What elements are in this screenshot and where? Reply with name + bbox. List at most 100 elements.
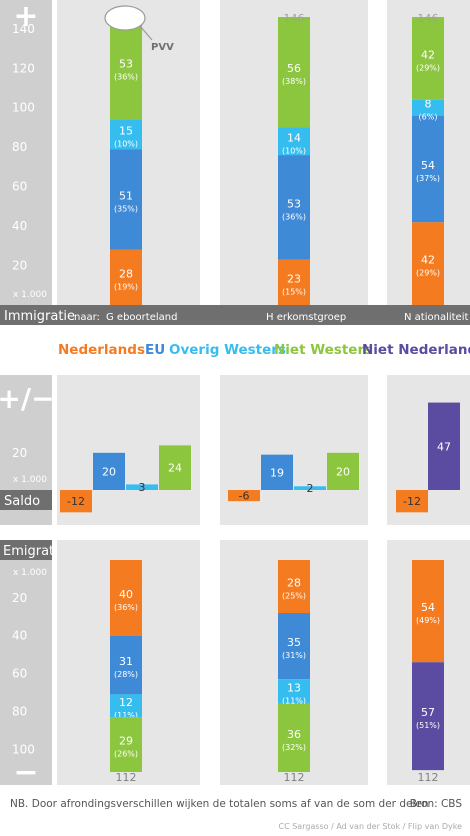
total-label: 146 [284,12,305,25]
y-tick-label: 100 [12,742,35,756]
pct-label: (36%) [114,603,138,612]
emigratie-label: Emigratie [3,544,66,559]
pvv-bubble [104,5,146,31]
pct-label: (19%) [114,282,138,291]
data-label: 29 [119,735,133,748]
data-label: 14 [287,131,301,144]
immigratie-axis-bg [0,0,52,305]
data-label: 36 [287,728,301,741]
saldo-value: 24 [168,462,182,475]
pct-label: (11%) [282,697,306,706]
emigratie-axis-bg [0,560,52,785]
immigratie-label: Immigratie [4,309,75,324]
data-label: 53 [287,197,301,210]
saldo-bar-niet-westers [327,452,359,490]
y-tick-label: 140 [12,22,35,36]
legend-niet-westers: Niet Westers [274,342,372,358]
credit: CC Sargasso / Ad van der Stok / Flip van… [279,822,463,831]
bar-segment-nederlands [412,222,444,305]
pct-label: (11%) [114,711,138,720]
saldo-bar-overig-westers [294,486,326,490]
data-label: 53 [119,57,133,70]
data-label: 56 [287,62,301,75]
bar-segment-overig-westers [278,679,310,704]
pct-label: (29%) [416,269,440,278]
saldo-value: 19 [270,466,284,479]
y-tick-label: 40 [12,219,27,233]
pct-label: (31%) [282,651,306,660]
immigratie-label-bar [0,305,470,325]
pct-label: (36%) [282,212,306,221]
saldo-bar-eu [261,454,293,490]
saldo-value: 20 [102,465,116,478]
footnote: NB. Door afrondingsverschillen wijken de… [10,798,429,810]
data-label: 15 [119,124,133,137]
minus-sign: − [13,755,38,790]
data-label: 8 [425,98,432,111]
data-label: 54 [421,159,435,172]
bar-segment-nederlands [412,560,444,663]
bar-segment-niet-westers [278,703,310,772]
emigratie-label-bar [0,540,52,560]
saldo-bar-eu [93,452,125,490]
saldo-value: -12 [403,495,421,508]
y-tick-label: 20 [12,446,27,460]
saldo-bar-nederlands [228,490,260,502]
emigratie-bars: 40 (36%) 31 (28%) 12 (11%) 29 (26%) 112 28 (25%) 35… [110,560,444,784]
data-label: 40 [119,588,133,601]
saldo-value: 2 [307,482,314,495]
data-label: 12 [119,696,133,709]
category-geboorteland: G eboorteland [106,312,177,323]
bar-segment-overig-westers [278,127,310,156]
pct-label: (38%) [282,77,306,86]
legend-eu: EU [145,342,165,358]
y-tick-label: 40 [12,629,27,643]
unit-label: x 1.000 [13,290,47,300]
bar-segment-niet-westers [412,17,444,100]
immigratie-bars: 28 (19%) 51 (35%) 15 (10%) 53 (36%) 146 23 (15%) 53… [110,12,444,305]
data-label: 23 [287,272,301,285]
saldo-bar-niet-westers [159,445,191,490]
y-tick-label: 20 [12,591,27,605]
saldo-unit-label: x 1.000 [13,475,47,485]
y-tick-label: 80 [12,704,27,718]
bar-segment-eu [110,149,142,250]
pct-label: (10%) [282,146,306,155]
pct-label: (10%) [114,139,138,148]
bar-segment-niet-westers [110,15,142,120]
y-tick-label: 100 [12,101,35,115]
y-tick-label: 120 [12,61,35,75]
total-label: 146 [418,12,439,25]
pct-label: (32%) [282,743,306,752]
bar-segment-niet-nederlands [412,662,444,771]
saldo-bar-nederlands [60,490,92,513]
naar-label: naar: [74,312,100,323]
bar-segment-nederlands [278,560,310,613]
pct-label: (25%) [282,592,306,601]
pct-label: (37%) [416,174,440,183]
data-label: 28 [287,577,301,590]
bar-segment-overig-westers [110,119,142,150]
pct-label: (36%) [114,72,138,81]
bar-segment-overig-westers [412,99,444,116]
y-tick-label: 20 [12,259,27,273]
pvv-label: PVV [151,42,174,53]
pvv-callout: PVV [104,5,174,53]
category-nationaliteit: N ationaliteit [404,312,468,323]
bar-segment-nederlands [278,259,310,305]
data-label: 35 [287,636,301,649]
emigratie-y-ticks: 20 40 60 80 100 [12,591,35,756]
immigratie-section: Immigratie naar: G eboorteland H erkomst… [0,0,470,325]
pct-label: (28%) [114,670,138,679]
total-label: 112 [418,771,439,784]
legend-niet-nederlands: Niet Nederlands [362,342,470,358]
data-label: 42 [421,254,435,267]
bar-segment-eu [278,155,310,260]
data-label: 42 [421,48,435,61]
data-label: 54 [421,601,435,614]
y-tick-label: 80 [12,140,27,154]
pct-label: (6%) [419,113,438,122]
bar-segment-nederlands [110,249,142,305]
